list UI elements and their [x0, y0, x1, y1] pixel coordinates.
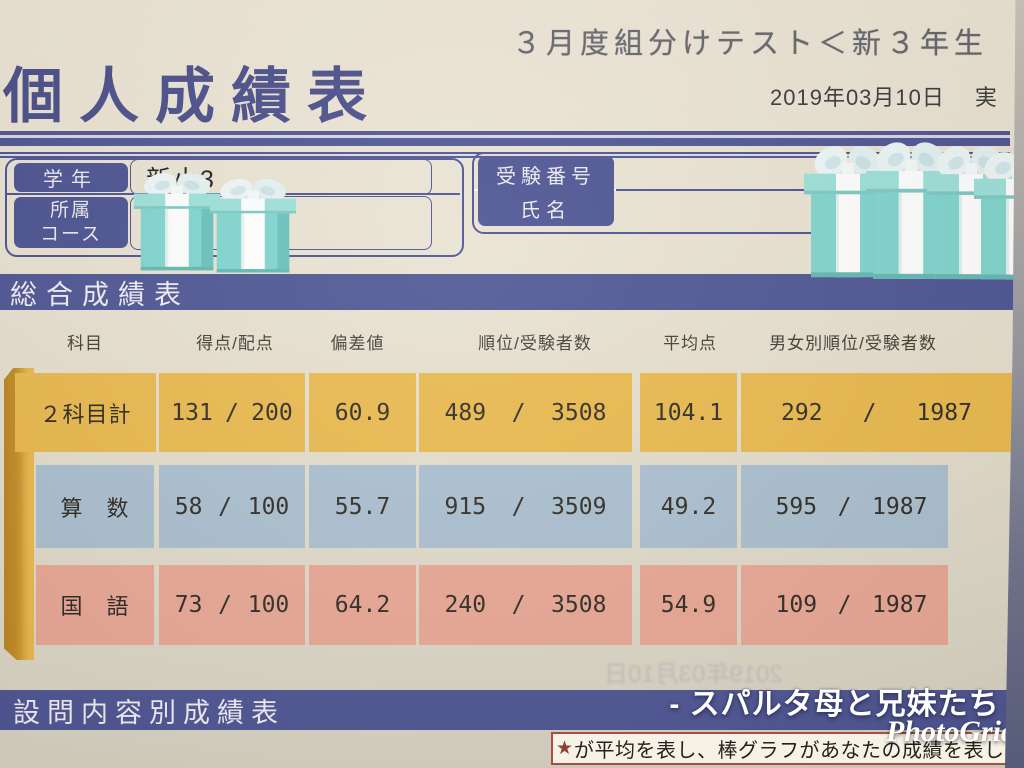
slash: / [225, 399, 239, 426]
test-date-value: 2019年03月10日 [770, 85, 945, 110]
slash: / [218, 592, 232, 618]
test-date-suffix: 実 [974, 85, 998, 110]
score-cell: 131 / 200 [159, 373, 305, 452]
table-row-math: 算 数 58 / 100 55.7 915 / 3509 49.2 595 / … [0, 465, 1014, 548]
column-header-gender-rank: 男女別順位/受験者数 [769, 333, 937, 353]
overall-section-title: 総合成績表 [10, 279, 190, 310]
table-row-japanese: 国 語 73 / 100 64.2 240 / 3508 54.9 109 / … [0, 565, 1014, 645]
subject-cell: 国 語 [36, 565, 154, 645]
column-header-deviation: 偏差値 [330, 333, 385, 353]
rank-cell: 915 / 3509 [419, 465, 632, 548]
header-divider-thin [0, 152, 1010, 158]
table-row-total: ２科目計 131 / 200 60.9 489 / 3508 104.1 292… [0, 373, 1014, 452]
course-label: 所属 コース [14, 197, 128, 248]
slash: / [511, 493, 526, 520]
slash: / [837, 493, 852, 520]
slash: / [511, 399, 526, 426]
exam-number-and-name-labels: 受験番号 氏名 [478, 156, 614, 226]
subject-cell: 算 数 [36, 465, 154, 548]
star-icon: ★ [556, 738, 574, 759]
slash: / [511, 592, 526, 618]
blog-watermark: - スパルタ母と兄妹たち - [669, 688, 1020, 721]
deviation-cell: 64.2 [309, 565, 416, 645]
gift-box-sticker [209, 176, 297, 273]
gender-rank-cell: 595 / 1987 [741, 465, 948, 548]
column-header-score: 得点/配点 [196, 333, 274, 353]
slash: / [837, 592, 852, 618]
grade-label: 学年 [14, 163, 128, 192]
right-box-divider [474, 189, 978, 191]
deviation-cell: 60.9 [309, 373, 416, 452]
subject-cell: ２科目計 [15, 373, 156, 452]
score-cell: 58 / 100 [159, 465, 305, 548]
average-cell: 54.9 [640, 565, 737, 645]
slash: / [862, 399, 877, 426]
column-header-average: 平均点 [663, 333, 717, 353]
photogrid-watermark: PhotoGrid [885, 715, 1016, 748]
slash: / [218, 493, 232, 520]
overall-section-bar: 総合成績表 [0, 274, 1018, 310]
question-section-title: 設問内容別成績表 [13, 697, 285, 728]
name-label: 氏名 [520, 199, 572, 222]
test-date: 2019年03月10日 実 [770, 80, 998, 112]
average-cell: 104.1 [640, 373, 737, 452]
test-name: ３月度組分けテスト＜新３年生 [512, 28, 989, 60]
score-cell: 73 / 100 [159, 565, 305, 645]
question-section-bar: 設問内容別成績表 [0, 690, 1021, 730]
header-divider-thick [0, 131, 1010, 146]
exam-number-label: 受験番号 [496, 165, 596, 188]
footnote-box: ★ が平均を表し、棒グラフがあなたの成績を表しま [551, 732, 1010, 765]
column-header-subject: 科目 [67, 333, 103, 353]
gender-rank-cell: 109 / 1987 [741, 565, 948, 645]
column-header-rank: 順位/受験者数 [478, 333, 592, 353]
gender-rank-cell: 292 / 1987 [741, 373, 1012, 452]
average-cell: 49.2 [640, 465, 737, 548]
footnote-text: が平均を表し、棒グラフがあなたの成績を表しま [574, 740, 1010, 762]
page-title: 個人成績表 [3, 63, 383, 130]
deviation-cell: 55.7 [309, 465, 416, 548]
rank-cell: 240 / 3508 [419, 565, 632, 645]
rank-cell: 489 / 3508 [419, 373, 632, 452]
